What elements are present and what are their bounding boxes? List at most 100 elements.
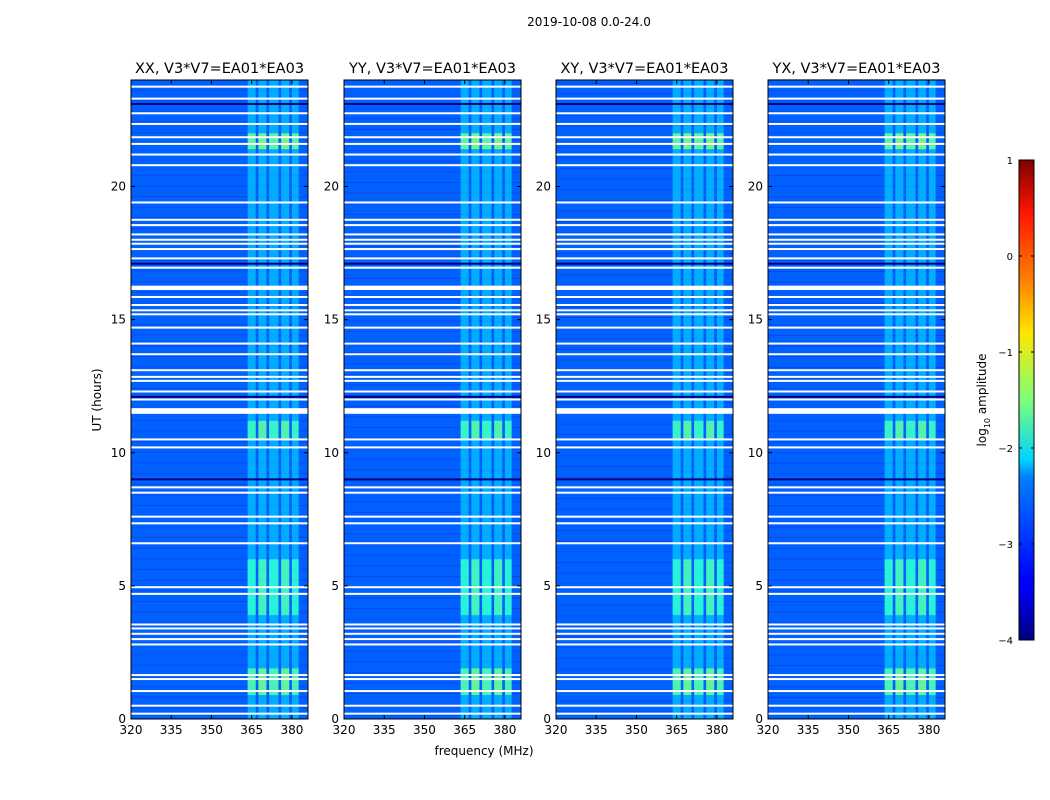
flagged-row <box>131 164 308 167</box>
flagged-row <box>344 224 521 227</box>
noise-row <box>344 448 521 450</box>
noise-row <box>768 228 945 230</box>
noise-row <box>131 622 308 624</box>
flagged-row <box>768 122 945 125</box>
x-tick-label: 350 <box>625 723 648 737</box>
flagged-row <box>131 592 308 595</box>
flagged-row <box>556 85 733 88</box>
noise-row <box>768 430 945 432</box>
flagged-gap <box>768 285 945 290</box>
noise-row <box>131 483 308 485</box>
noise-row <box>768 356 945 358</box>
flagged-row <box>768 486 945 489</box>
y-tick-label: 15 <box>748 313 763 327</box>
flagged-row <box>344 398 521 401</box>
rfi-burst <box>884 420 893 440</box>
noise-row <box>768 547 945 549</box>
noise-row <box>556 348 733 350</box>
noise-row <box>344 96 521 98</box>
noise-row <box>344 320 521 322</box>
rfi-burst <box>291 133 299 150</box>
rfi-burst <box>906 668 916 696</box>
noise-row <box>556 444 733 446</box>
noise-row <box>768 696 945 698</box>
flagged-row <box>131 218 308 221</box>
noise-row <box>344 661 521 663</box>
flagged-row <box>768 638 945 641</box>
flagged-gap <box>556 408 733 413</box>
flagged-row <box>131 522 308 525</box>
flagged-row <box>131 627 308 630</box>
panel-yy: YY, V3*V7=EA01*EA03 320 335 350 365 380 0 5 10 15… <box>324 61 522 737</box>
noise-row <box>768 175 945 177</box>
noise-row <box>556 455 733 457</box>
flagged-row <box>556 97 733 100</box>
rfi-burst <box>706 668 715 696</box>
colorbar-tick-label: −4 <box>998 636 1013 647</box>
flagged-row <box>344 486 521 489</box>
noise-row <box>344 256 521 258</box>
flagged-row <box>131 326 308 329</box>
flagged-row <box>768 326 945 329</box>
flagged-row <box>556 446 733 449</box>
flagged-row <box>768 623 945 626</box>
y-tick-label: 15 <box>324 313 339 327</box>
flagged-row <box>344 542 521 545</box>
flagged-row <box>556 248 733 251</box>
x-tick-label: 365 <box>877 723 900 737</box>
flagged-row <box>768 438 945 441</box>
flagged-row <box>344 303 521 306</box>
y-tick-label: 0 <box>755 712 763 726</box>
flagged-gap <box>556 285 733 290</box>
rfi-burst <box>884 133 893 150</box>
x-tick-label: 335 <box>797 723 820 737</box>
noise-row <box>556 338 733 340</box>
noise-row <box>768 622 945 624</box>
y-tick-label: 5 <box>755 579 763 593</box>
noise-row <box>344 160 521 162</box>
noise-row <box>556 167 733 169</box>
noise-row <box>768 569 945 571</box>
rfi-burst <box>471 668 480 696</box>
noise-row <box>131 217 308 219</box>
flagged-row <box>131 632 308 635</box>
rfi-burst <box>291 668 299 696</box>
flagged-row <box>131 379 308 382</box>
flagged-row <box>556 238 733 241</box>
flagged-row <box>768 390 945 393</box>
rfi-burst <box>906 420 916 440</box>
flagged-row <box>768 233 945 236</box>
noise-row <box>556 551 733 553</box>
noise-row <box>344 554 521 556</box>
flagged-row <box>131 266 308 269</box>
flagged-row <box>556 643 733 646</box>
noise-row <box>131 441 308 443</box>
noise-row <box>131 206 308 208</box>
flagged-row <box>131 224 308 227</box>
noise-row <box>344 618 521 620</box>
flagged-row <box>556 690 733 693</box>
noise-row <box>131 473 308 475</box>
flagged-gap <box>131 408 308 413</box>
flagged-row <box>556 136 733 139</box>
flagged-row <box>556 313 733 316</box>
rfi-burst <box>683 420 692 440</box>
flagged-row <box>768 712 945 715</box>
flagged-row <box>344 353 521 356</box>
y-tick-label: 0 <box>118 712 126 726</box>
dark-row <box>131 395 308 398</box>
flagged-row <box>556 142 733 145</box>
x-tick-label: 350 <box>837 723 860 737</box>
flagged-row <box>344 97 521 100</box>
noise-row <box>768 334 945 336</box>
noise-row <box>556 114 733 116</box>
noise-row <box>131 132 308 134</box>
flagged-row <box>556 678 733 681</box>
rfi-burst <box>269 133 279 150</box>
flagged-row <box>344 712 521 715</box>
noise-row <box>344 458 521 460</box>
flagged-row <box>344 515 521 518</box>
noise-row <box>768 473 945 475</box>
y-tick-label: 5 <box>543 579 551 593</box>
noise-row <box>131 579 308 581</box>
